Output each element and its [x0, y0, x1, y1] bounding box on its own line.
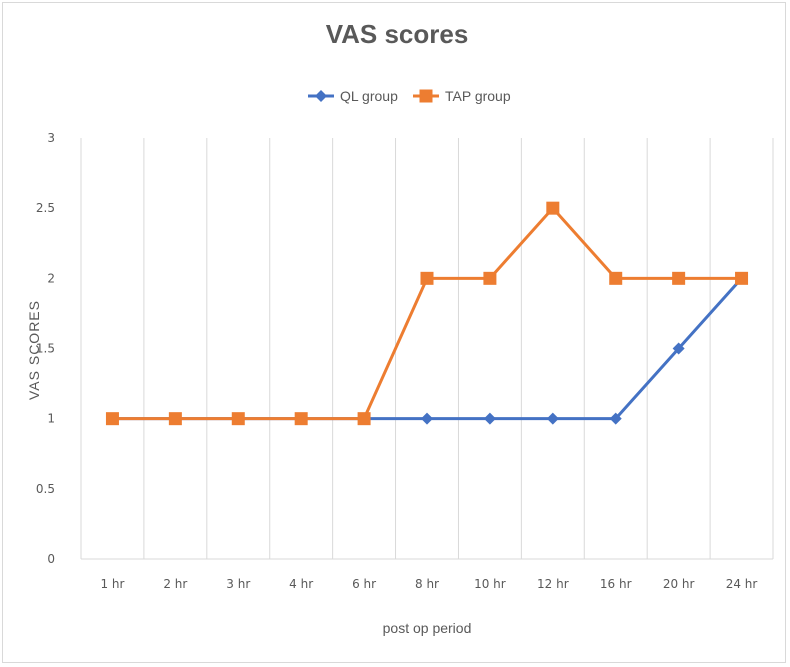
y-tick-label: 2	[47, 271, 55, 285]
legend-label: QL group	[340, 88, 398, 104]
x-axis-title: post op period	[383, 620, 472, 636]
y-axis-title: VAS SCORES	[26, 300, 42, 400]
data-point-marker	[357, 412, 371, 426]
data-point-marker	[546, 201, 560, 215]
y-tick-label: 0	[47, 552, 55, 566]
line-chart: VAS scores QL group TAP group 0 0.5 1 1.5 2 2.…	[26, 19, 774, 636]
x-tick-label: 12 hr	[537, 577, 569, 591]
x-tick-label: 4 hr	[289, 577, 313, 591]
data-point-marker	[735, 271, 749, 285]
series-ql-group	[106, 272, 748, 425]
y-tick-label: 0.5	[36, 482, 55, 496]
data-point-marker	[483, 271, 497, 285]
data-point-marker	[419, 89, 433, 103]
series-layer	[105, 201, 749, 426]
x-tick-label: 2 hr	[163, 577, 187, 591]
data-point-marker	[315, 90, 327, 102]
gridlines	[80, 138, 774, 560]
x-tick-label: 8 hr	[415, 577, 439, 591]
x-tick-label: 6 hr	[352, 577, 376, 591]
legend: QL group TAP group	[308, 88, 511, 104]
y-tick-label: 2.5	[36, 201, 55, 215]
data-point-marker	[294, 412, 308, 426]
y-tick-label: 3	[47, 131, 55, 145]
data-point-marker	[421, 412, 433, 425]
y-tick-label: 1	[47, 412, 55, 426]
data-point-marker	[168, 412, 182, 426]
chart-title: VAS scores	[326, 19, 469, 49]
data-point-marker	[231, 412, 245, 426]
x-tick-label: 10 hr	[474, 577, 506, 591]
data-point-marker	[609, 271, 623, 285]
data-point-marker	[672, 342, 685, 355]
legend-item: TAP group	[413, 88, 511, 104]
data-point-marker	[483, 412, 496, 425]
x-tick-label: 1 hr	[100, 577, 124, 591]
y-tick-label: 1.5	[36, 342, 55, 356]
x-tick-label: 16 hr	[600, 577, 632, 591]
x-tick-label: 3 hr	[226, 577, 250, 591]
series-tap-group	[105, 201, 749, 426]
legend-label: TAP group	[445, 88, 511, 104]
legend-item: QL group	[308, 88, 398, 104]
data-point-marker	[546, 412, 559, 425]
x-tick-label: 20 hr	[663, 577, 695, 591]
data-point-marker	[420, 271, 434, 285]
data-point-marker	[105, 412, 119, 426]
data-point-marker	[609, 412, 622, 425]
data-point-marker	[672, 271, 686, 285]
y-axis-ticks: 0 0.5 1 1.5 2 2.5 3	[36, 131, 55, 566]
x-axis-ticks: 1 hr 2 hr 3 hr 4 hr 6 hr 8 hr 10 hr 12 hr 16 hr 2…	[100, 577, 757, 591]
x-tick-label: 24 hr	[726, 577, 758, 591]
